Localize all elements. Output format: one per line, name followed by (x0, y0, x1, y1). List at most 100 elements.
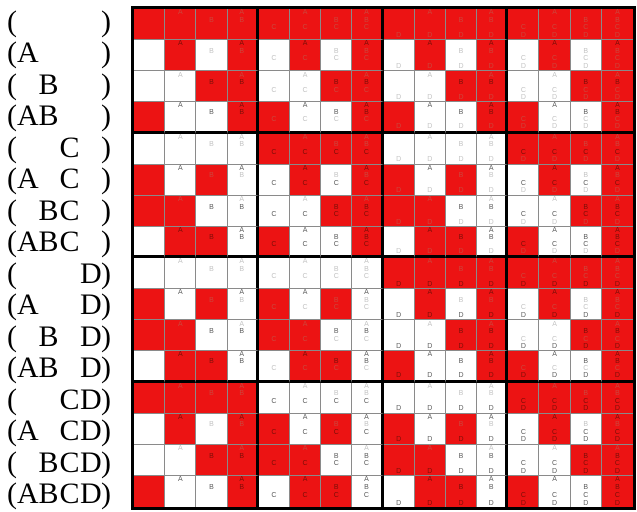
letter-slot-D: D (384, 218, 414, 226)
cell-letter-C: C (302, 460, 308, 468)
label-letter-D: D (80, 445, 102, 479)
label-letter-B: B (38, 193, 59, 227)
cell-letter-D: D (614, 218, 620, 226)
letter-slot-C (228, 241, 256, 248)
letter-slot-C (446, 116, 476, 123)
cell-letter-A: A (488, 382, 494, 390)
letter-slot-D: D (415, 436, 445, 444)
letter-slot-C: C (321, 335, 351, 343)
cell-letter-D: D (552, 247, 558, 255)
letter-slot-D: D (602, 187, 633, 195)
cell-letter-D: D (552, 372, 558, 380)
row-label-empty: () (0, 6, 131, 38)
letter-slot-B: B (228, 141, 256, 149)
letter-slot-B: B (352, 48, 380, 56)
cell-letter-C: C (271, 428, 277, 436)
cell-letter-C: C (333, 148, 339, 156)
letter-slot-D: D (571, 94, 601, 102)
letter-slot-B: B (196, 421, 226, 429)
letter-slot-A (508, 40, 538, 48)
letter-slot-A: A (477, 196, 505, 204)
cell-letter-B: B (333, 296, 339, 304)
letter-slot-B: B (571, 328, 601, 336)
letter-slot-A: A (477, 383, 505, 391)
letter-slot-B: B (571, 141, 601, 149)
cell-letter-A: A (364, 413, 369, 421)
letter-slot-C (477, 241, 505, 248)
letter-slot-B: B (446, 358, 476, 365)
letter-slot-B (539, 297, 569, 305)
cell-letter-B: B (239, 109, 244, 117)
letter-slot-C: C (259, 460, 289, 468)
letter-slot-B: B (446, 266, 476, 274)
cell-letter-A: A (239, 476, 244, 484)
label-letter-A: A (17, 414, 39, 448)
letter-slot-C (446, 460, 476, 468)
letter-slot-C (165, 365, 195, 372)
cell-letter-D: D (583, 311, 589, 319)
letter-slot-A: A (415, 165, 445, 173)
letter-slot-B: B (321, 421, 351, 429)
cell-letter-A: A (239, 133, 244, 141)
cell-letter-A: A (427, 71, 433, 79)
cell-letter-C: C (520, 240, 526, 248)
cell-letter-C: C (302, 397, 308, 405)
letter-slot-D (165, 405, 195, 413)
letter-slot-C (228, 55, 256, 63)
letter-slot-A (508, 165, 538, 173)
letter-slot-C: C (290, 398, 320, 406)
letter-slot-C: C (290, 55, 320, 63)
cell-letter-D: D (458, 343, 464, 351)
letter-slot-C: C (571, 398, 601, 406)
cell-letter-B: B (458, 203, 464, 211)
letter-slot-D: D (446, 187, 476, 195)
open-paren: ( (7, 162, 17, 196)
cell-letter-D: D (488, 156, 494, 164)
letter-slot-A (508, 134, 538, 142)
cell-letter-C: C (363, 397, 369, 405)
cell-letter-B: B (239, 203, 244, 211)
letter-slot-B: B (196, 358, 226, 365)
letter-slot-D: D (415, 405, 445, 413)
letter-slot-B: B (602, 172, 633, 180)
cell-letter-D: D (614, 372, 620, 380)
letter-slot-C: C (602, 211, 633, 219)
letter-slot-B (508, 203, 538, 211)
letter-slot-A (571, 445, 601, 453)
open-paren: ( (7, 99, 17, 133)
cell-letter-A: A (427, 133, 433, 141)
letter-slot-B (539, 452, 569, 460)
letter-slot-B: B (321, 48, 351, 56)
grid-cell: C (258, 102, 290, 134)
letter-slot-B: B (446, 234, 476, 241)
letter-slot-D: D (508, 156, 538, 164)
letter-slot-D: D (508, 63, 538, 71)
cell-letter-D: D (427, 156, 433, 164)
grid-cell: B (196, 444, 228, 476)
cell-letter-C: C (583, 86, 589, 94)
cell-letter-B: B (583, 109, 589, 117)
cell-letter-A: A (552, 71, 557, 79)
letter-slot-B: B (352, 484, 380, 492)
grid-cell (134, 444, 166, 476)
letter-slot-A: A (352, 383, 380, 391)
cell-letter-C: C (614, 335, 620, 343)
grid-cell: B (196, 195, 228, 227)
cell-letter-C: C (302, 24, 308, 32)
cell-letter-B: B (488, 47, 494, 55)
open-paren: ( (7, 414, 17, 448)
letter-slot-A (196, 289, 226, 297)
grid-cell: A (165, 71, 197, 103)
letter-slot-B (384, 234, 414, 241)
